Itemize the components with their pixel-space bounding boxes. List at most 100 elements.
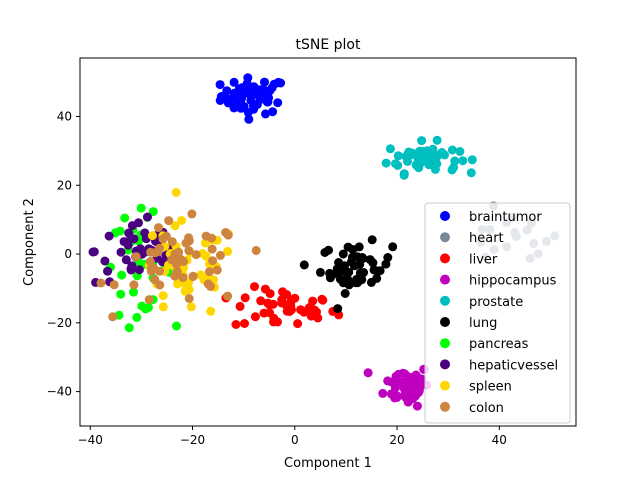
legend-marker-hepaticvessel	[440, 359, 450, 370]
point-colon	[144, 295, 154, 305]
point-prostate	[402, 152, 412, 162]
point-colon	[251, 246, 261, 255]
point-colon	[109, 280, 119, 290]
legend-label-lung: lung	[469, 316, 497, 331]
point-lung	[325, 268, 335, 278]
point-braintumor	[261, 88, 270, 98]
point-prostate	[381, 158, 391, 168]
point-prostate	[455, 147, 465, 156]
point-colon	[181, 238, 191, 248]
point-hippocampus	[403, 389, 413, 399]
point-lung	[343, 275, 353, 284]
point-pancreas	[148, 207, 158, 217]
chart-title: tSNE plot	[296, 37, 361, 53]
point-lung	[320, 248, 330, 257]
point-colon	[207, 244, 217, 254]
point-braintumor	[268, 107, 278, 117]
point-hepaticvessel	[126, 265, 136, 275]
point-colon	[191, 250, 201, 260]
legend-label-prostate: prostate	[469, 295, 523, 310]
point-liver	[250, 312, 260, 322]
point-lung	[366, 277, 376, 287]
point-braintumor	[261, 109, 270, 119]
point-colon	[215, 250, 225, 260]
point-colon	[223, 291, 233, 301]
point-spleen	[184, 285, 194, 295]
point-liver	[259, 308, 269, 318]
x-tick-label: 40	[492, 433, 507, 447]
point-spleen	[158, 291, 168, 301]
series-colon	[96, 209, 261, 322]
point-pancreas	[136, 203, 146, 213]
legend: braintumor heart liver hippocampus prostate l…	[424, 202, 571, 424]
point-prostate	[466, 168, 476, 178]
point-prostate	[427, 159, 437, 169]
point-colon	[149, 263, 159, 273]
series-hippocampus	[363, 364, 431, 411]
point-pancreas	[141, 304, 151, 314]
legend-label-pancreas: pancreas	[469, 337, 529, 352]
point-pancreas	[117, 270, 127, 280]
point-braintumor	[239, 101, 249, 111]
point-prostate	[458, 156, 468, 166]
point-colon	[201, 231, 211, 241]
point-liver	[250, 282, 259, 292]
point-braintumor	[273, 98, 283, 108]
point-liver	[317, 294, 327, 304]
point-colon	[96, 278, 106, 288]
point-colon	[184, 246, 194, 256]
series-braintumor	[215, 73, 286, 124]
legend-box	[424, 202, 571, 424]
legend-label-braintumor: braintumor	[469, 210, 542, 225]
y-tick-label: −40	[47, 385, 72, 399]
point-pancreas	[132, 312, 142, 322]
point-spleen	[171, 187, 181, 197]
point-hepaticvessel	[134, 265, 144, 275]
point-prostate	[447, 165, 457, 175]
point-braintumor	[243, 73, 253, 83]
point-hippocampus	[378, 388, 388, 398]
point-colon	[158, 234, 168, 244]
legend-marker-pancreas	[440, 338, 450, 349]
point-prostate	[385, 144, 395, 154]
point-hippocampus	[415, 383, 424, 393]
point-lung	[344, 267, 354, 277]
point-colon	[170, 271, 180, 281]
point-lung	[299, 260, 309, 270]
point-spleen	[147, 231, 157, 241]
point-lung	[334, 258, 344, 267]
point-colon	[167, 237, 177, 247]
legend-marker-liver	[440, 253, 450, 264]
point-hepaticvessel	[123, 237, 133, 247]
point-spleen	[206, 306, 216, 316]
point-braintumor	[236, 91, 246, 101]
point-hippocampus	[363, 368, 373, 378]
point-colon	[150, 275, 160, 285]
point-prostate	[437, 148, 447, 157]
point-colon	[184, 294, 194, 303]
point-colon	[129, 280, 139, 290]
point-colon	[164, 216, 174, 226]
point-liver	[273, 317, 282, 327]
point-liver	[312, 307, 321, 317]
series-lung	[299, 235, 398, 314]
point-lung	[315, 267, 325, 277]
legend-marker-prostate	[440, 295, 450, 306]
legend-label-liver: liver	[469, 252, 498, 267]
point-colon	[150, 248, 160, 258]
point-hepaticvessel	[88, 247, 98, 257]
legend-label-colon: colon	[469, 401, 504, 416]
y-tick-label: 20	[57, 178, 72, 192]
point-pancreas	[172, 321, 181, 331]
point-lung	[340, 289, 350, 298]
point-prostate	[417, 136, 427, 146]
point-lung	[335, 274, 345, 284]
point-liver	[287, 305, 296, 315]
point-colon	[187, 209, 197, 219]
point-hippocampus	[390, 393, 400, 403]
point-colon	[154, 223, 163, 233]
point-hepaticvessel	[140, 228, 150, 238]
point-liver	[265, 300, 275, 310]
point-braintumor	[229, 77, 239, 87]
